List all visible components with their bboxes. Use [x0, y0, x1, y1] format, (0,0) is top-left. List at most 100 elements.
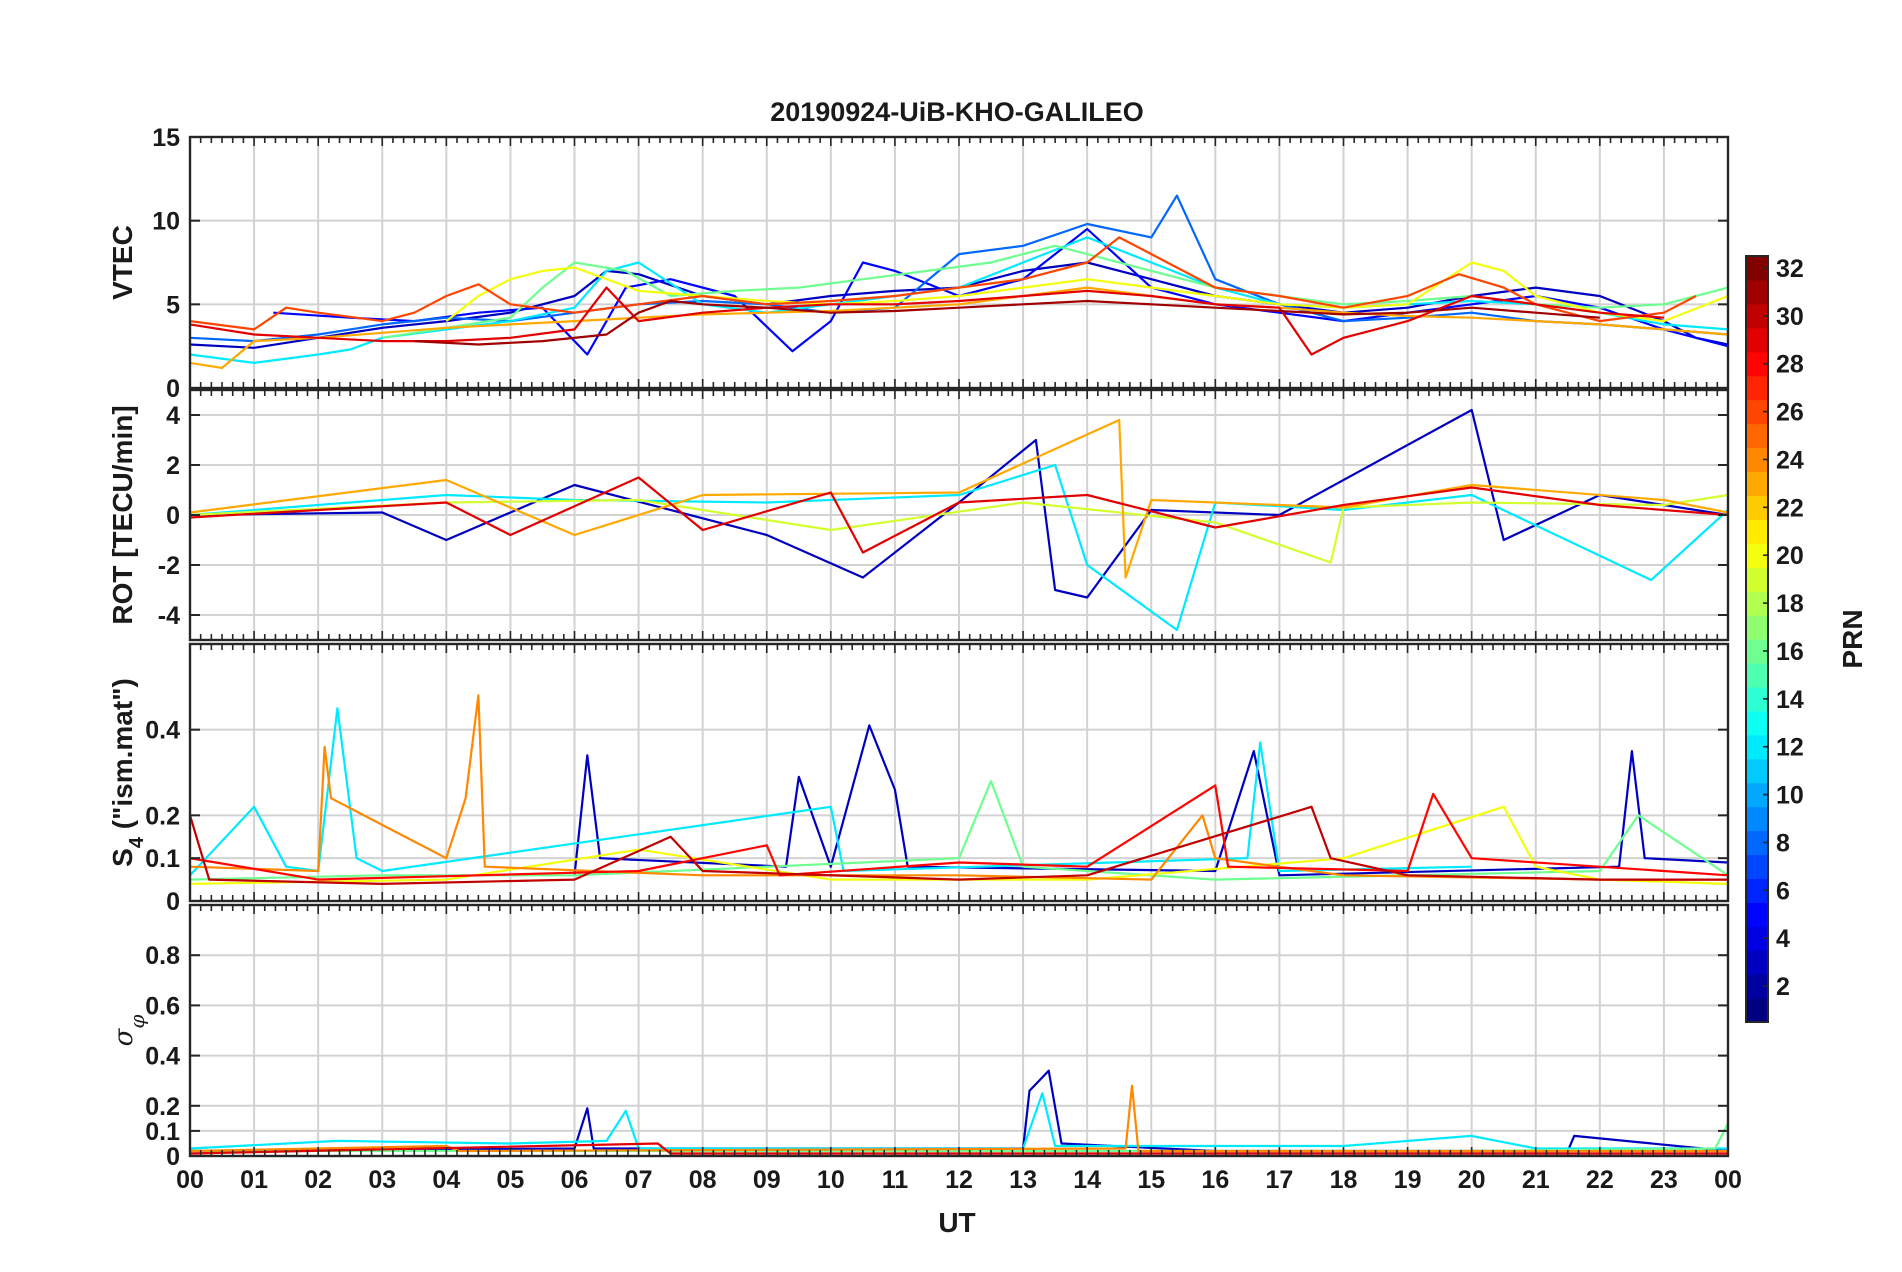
colorbar-swatch — [1746, 543, 1768, 568]
series-prn-16 — [190, 780, 1728, 881]
colorbar-tick-label: 26 — [1776, 399, 1804, 427]
colorbar-tick-label: 4 — [1776, 925, 1790, 953]
colorbar-swatch — [1746, 375, 1768, 401]
colorbar-swatch — [1746, 639, 1768, 664]
colorbar-swatch — [1746, 854, 1768, 879]
colorbar-swatch — [1746, 519, 1768, 544]
y-tick-label: 0.4 — [145, 1043, 180, 1071]
series-prn-24 — [190, 1084, 1728, 1153]
colorbar-swatch — [1746, 758, 1768, 784]
y-tick-label: 0.8 — [145, 942, 180, 970]
colorbar-swatch — [1746, 734, 1768, 760]
y-tick-label: 15 — [152, 124, 180, 152]
colorbar-tick-label: 14 — [1776, 686, 1804, 714]
panel-vtec: 0 5 10 15 VTEC — [107, 124, 1730, 403]
series-group — [190, 408, 1728, 632]
panel-frame — [188, 642, 1730, 903]
x-axis-label: UT — [938, 1207, 975, 1238]
colorbar-label: PRN — [1837, 609, 1868, 668]
panel-frame — [188, 135, 1730, 390]
x-tick-label: 02 — [304, 1166, 332, 1194]
colorbar-swatch — [1746, 256, 1768, 281]
x-tick-label: 12 — [945, 1166, 973, 1194]
x-tick-label: 19 — [1394, 1166, 1422, 1194]
y-tick-label: 4 — [166, 402, 180, 430]
x-tick-label: 13 — [1009, 1166, 1037, 1194]
series-group — [190, 194, 1728, 369]
y-tick-label: 0.2 — [145, 1093, 180, 1121]
colorbar-swatch — [1746, 950, 1768, 975]
panel-rot: -4 -2 0 2 4 ROT [TECU/min] — [107, 388, 1730, 642]
y-tick-label: 0 — [166, 502, 180, 530]
colorbar-tick-label: 10 — [1776, 782, 1804, 810]
series-prn-31 — [414, 299, 1600, 346]
x-tick-label: 00 — [1714, 1166, 1742, 1194]
colorbar-tick-label: 2 — [1776, 973, 1790, 1001]
y-tick-label: 0 — [166, 1143, 180, 1171]
series-prn-29 — [190, 286, 1664, 356]
x-tick-label: 18 — [1330, 1166, 1358, 1194]
series-prn-23 — [190, 418, 1728, 579]
colorbar-swatch — [1746, 399, 1768, 425]
colorbar-swatch — [1746, 351, 1768, 377]
series-prn-20 — [445, 261, 1728, 323]
colorbar-swatch — [1746, 902, 1768, 927]
y-tick-label: 2 — [166, 452, 180, 480]
colorbar-swatch — [1746, 615, 1768, 640]
series-prn-30 — [190, 805, 1728, 885]
colorbar-swatch — [1746, 974, 1768, 999]
panel-frame — [188, 388, 1730, 642]
x-tick-label: 17 — [1266, 1166, 1294, 1194]
colorbar-swatch — [1746, 830, 1768, 856]
colorbar-swatch — [1746, 591, 1768, 616]
y-tick-label: 0.2 — [145, 802, 180, 830]
x-tick-label: 06 — [561, 1166, 589, 1194]
x-tick-label: 08 — [689, 1166, 717, 1194]
y-tick-label: 0.1 — [145, 1118, 180, 1146]
colorbar-tick-label: 22 — [1776, 494, 1804, 522]
y-tick-label: 10 — [152, 208, 180, 236]
y-tick-label: 0 — [166, 888, 180, 916]
series-group — [190, 694, 1728, 885]
series-prn-26 — [190, 236, 1697, 331]
chart-title: 20190924-UiB-KHO-GALILEO — [770, 97, 1144, 127]
series-prn-3 — [190, 408, 1728, 599]
x-tick-label: 21 — [1522, 1166, 1550, 1194]
series-prn-20 — [190, 805, 1728, 885]
colorbar-swatch — [1746, 567, 1768, 592]
colorbar-swatch — [1746, 806, 1768, 832]
colorbar-tick-label: 28 — [1776, 351, 1804, 379]
series-prn-19 — [190, 493, 1728, 564]
panel-sigma: 00.10.2 0.4 0.6 0.8 σφ — [109, 903, 1730, 1171]
x-tick-label: 05 — [497, 1166, 525, 1194]
colorbar-tick-label: 30 — [1776, 303, 1804, 331]
series-prn-12 — [190, 707, 1472, 877]
colorbar-tick-label: 16 — [1776, 638, 1804, 666]
y-tick-label: 0.1 — [145, 845, 180, 873]
y-tick-label: -4 — [158, 602, 180, 630]
x-tick-label: 16 — [1201, 1166, 1229, 1194]
x-tick-label: 10 — [817, 1166, 845, 1194]
y-axis-label: VTEC — [107, 225, 138, 300]
colorbar-swatch — [1746, 878, 1768, 903]
x-tick-label: 23 — [1650, 1166, 1678, 1194]
colorbar-swatch — [1746, 495, 1768, 520]
panel-s4: 0 0.1 0.2 0.4S4 ("ism.mat") — [107, 642, 1730, 916]
colorbar-swatch — [1746, 782, 1768, 808]
y-axis-label: ROT [TECU/min] — [107, 405, 138, 624]
colorbar-swatch — [1746, 327, 1768, 353]
x-tick-label: 07 — [625, 1166, 653, 1194]
colorbar-swatch — [1746, 279, 1768, 305]
colorbar-tick-label: 8 — [1776, 829, 1790, 857]
x-tick-label: 09 — [753, 1166, 781, 1194]
x-tick-label: 03 — [368, 1166, 396, 1194]
panel-frame — [188, 903, 1730, 1158]
series-prn-29 — [190, 476, 1728, 554]
colorbar-tick-label: 12 — [1776, 734, 1804, 762]
colorbar-tick-label: 24 — [1776, 446, 1804, 474]
x-tick-label: 00 — [176, 1166, 204, 1194]
y-tick-label: 0 — [166, 375, 180, 403]
